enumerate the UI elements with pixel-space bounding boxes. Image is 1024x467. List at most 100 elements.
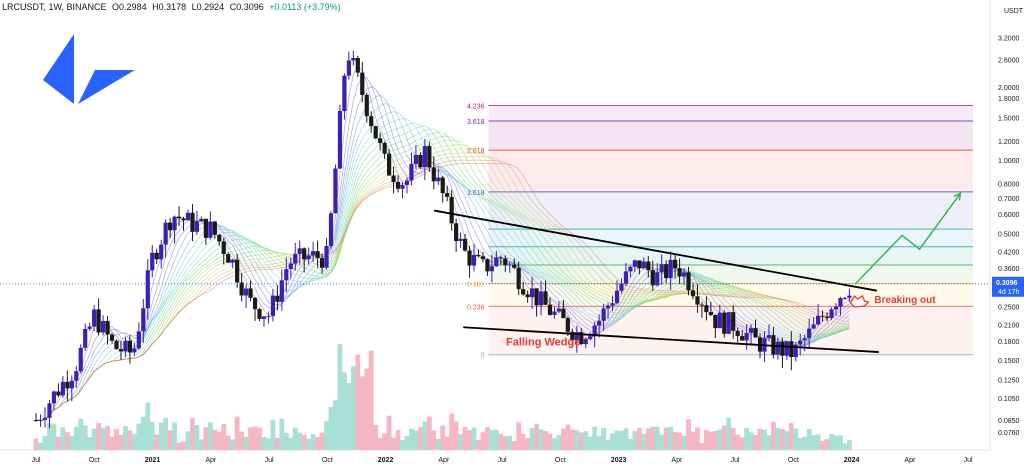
candle-body[interactable] xyxy=(664,264,669,279)
candle-body[interactable] xyxy=(150,252,155,271)
candle-body[interactable] xyxy=(646,261,651,271)
candle-body[interactable] xyxy=(230,259,235,263)
candle-body[interactable] xyxy=(261,316,267,319)
candle-body[interactable] xyxy=(521,289,526,295)
candle-body[interactable] xyxy=(123,340,128,352)
candle-body[interactable] xyxy=(270,295,276,317)
candle-body[interactable] xyxy=(561,308,566,319)
candle-body[interactable] xyxy=(293,253,298,264)
candle-body[interactable] xyxy=(176,216,182,219)
candle-body[interactable] xyxy=(673,259,678,269)
candle-body[interactable] xyxy=(583,339,588,345)
candle-body[interactable] xyxy=(717,312,722,329)
candle-body[interactable] xyxy=(538,291,544,306)
candle-body[interactable] xyxy=(547,304,553,315)
candle-body[interactable] xyxy=(337,111,343,169)
candle-body[interactable] xyxy=(708,312,713,315)
candle-body[interactable] xyxy=(471,254,477,266)
candle-body[interactable] xyxy=(485,259,490,272)
candle-body[interactable] xyxy=(208,221,213,238)
candle-body[interactable] xyxy=(753,328,758,338)
candle-body[interactable] xyxy=(221,241,226,254)
candle-body[interactable] xyxy=(574,332,579,341)
candle-body[interactable] xyxy=(56,391,61,396)
candle-body[interactable] xyxy=(74,371,79,381)
candle-body[interactable] xyxy=(92,309,97,327)
candle-body[interactable] xyxy=(480,256,486,260)
candle-body[interactable] xyxy=(467,250,472,266)
candle-body[interactable] xyxy=(404,180,410,186)
candle-body[interactable] xyxy=(704,305,709,313)
candle-body[interactable] xyxy=(740,336,745,341)
candle-body[interactable] xyxy=(226,253,231,263)
candle-body[interactable] xyxy=(203,218,208,238)
candle-body[interactable] xyxy=(306,255,311,260)
candle-body[interactable] xyxy=(650,270,655,286)
candle-body[interactable] xyxy=(641,261,646,269)
candle-body[interactable] xyxy=(543,291,548,305)
candle-body[interactable] xyxy=(525,294,530,298)
candle-body[interactable] xyxy=(659,264,664,273)
candle-body[interactable] xyxy=(355,57,360,73)
candle-body[interactable] xyxy=(833,306,839,310)
candle-body[interactable] xyxy=(154,252,159,260)
candle-body[interactable] xyxy=(619,283,624,291)
candle-body[interactable] xyxy=(771,335,776,355)
candle-body[interactable] xyxy=(735,330,740,337)
candle-body[interactable] xyxy=(766,335,772,339)
candle-body[interactable] xyxy=(190,212,195,232)
candle-body[interactable] xyxy=(351,57,356,61)
candle-body[interactable] xyxy=(722,312,727,334)
candle-body[interactable] xyxy=(288,263,293,270)
candle-body[interactable] xyxy=(172,216,177,231)
candle-body[interactable] xyxy=(212,221,217,235)
candle-body[interactable] xyxy=(847,295,852,298)
candle-body[interactable] xyxy=(159,244,164,260)
candle-body[interactable] xyxy=(409,163,414,181)
candle-body[interactable] xyxy=(360,72,365,95)
wedge-upper-trendline[interactable] xyxy=(433,209,878,292)
candle-body[interactable] xyxy=(248,288,253,298)
candle-body[interactable] xyxy=(145,270,150,309)
candle-body[interactable] xyxy=(690,290,696,297)
candle-body[interactable] xyxy=(328,213,334,246)
candle-body[interactable] xyxy=(257,309,262,319)
candle-body[interactable] xyxy=(243,288,249,296)
candle-body[interactable] xyxy=(199,218,204,222)
candle-body[interactable] xyxy=(793,344,798,358)
candle-body[interactable] xyxy=(78,347,83,372)
candle-body[interactable] xyxy=(422,146,427,168)
candle-body[interactable] xyxy=(623,271,629,284)
candle-body[interactable] xyxy=(597,320,602,326)
candle-body[interactable] xyxy=(695,296,700,305)
candle-body[interactable] xyxy=(369,116,374,127)
candle-body[interactable] xyxy=(534,288,539,306)
candle-body[interactable] xyxy=(816,315,821,325)
candle-body[interactable] xyxy=(387,153,392,176)
candle-body[interactable] xyxy=(458,238,463,241)
candle-body[interactable] xyxy=(105,320,110,335)
candle-body[interactable] xyxy=(829,309,834,319)
candle-body[interactable] xyxy=(333,168,338,214)
candle-body[interactable] xyxy=(507,264,512,266)
candle-body[interactable] xyxy=(378,138,383,143)
candle-body[interactable] xyxy=(713,314,718,329)
candle-body[interactable] xyxy=(181,218,186,221)
candle-body[interactable] xyxy=(346,60,351,76)
candle-body[interactable] xyxy=(802,338,807,341)
candle-body[interactable] xyxy=(194,221,200,232)
candle-body[interactable] xyxy=(33,420,39,422)
candle-body[interactable] xyxy=(217,234,222,242)
candle-body[interactable] xyxy=(391,175,396,183)
candle-body[interactable] xyxy=(686,272,691,291)
candle-body[interactable] xyxy=(136,331,141,349)
candle-body[interactable] xyxy=(118,349,124,352)
candle-body[interactable] xyxy=(83,328,88,348)
candle-body[interactable] xyxy=(811,324,816,329)
candle-body[interactable] xyxy=(445,193,450,197)
candle-body[interactable] xyxy=(552,311,557,315)
candle-body[interactable] xyxy=(132,348,137,353)
candle-body[interactable] xyxy=(47,403,52,418)
candle-body[interactable] xyxy=(235,259,240,283)
